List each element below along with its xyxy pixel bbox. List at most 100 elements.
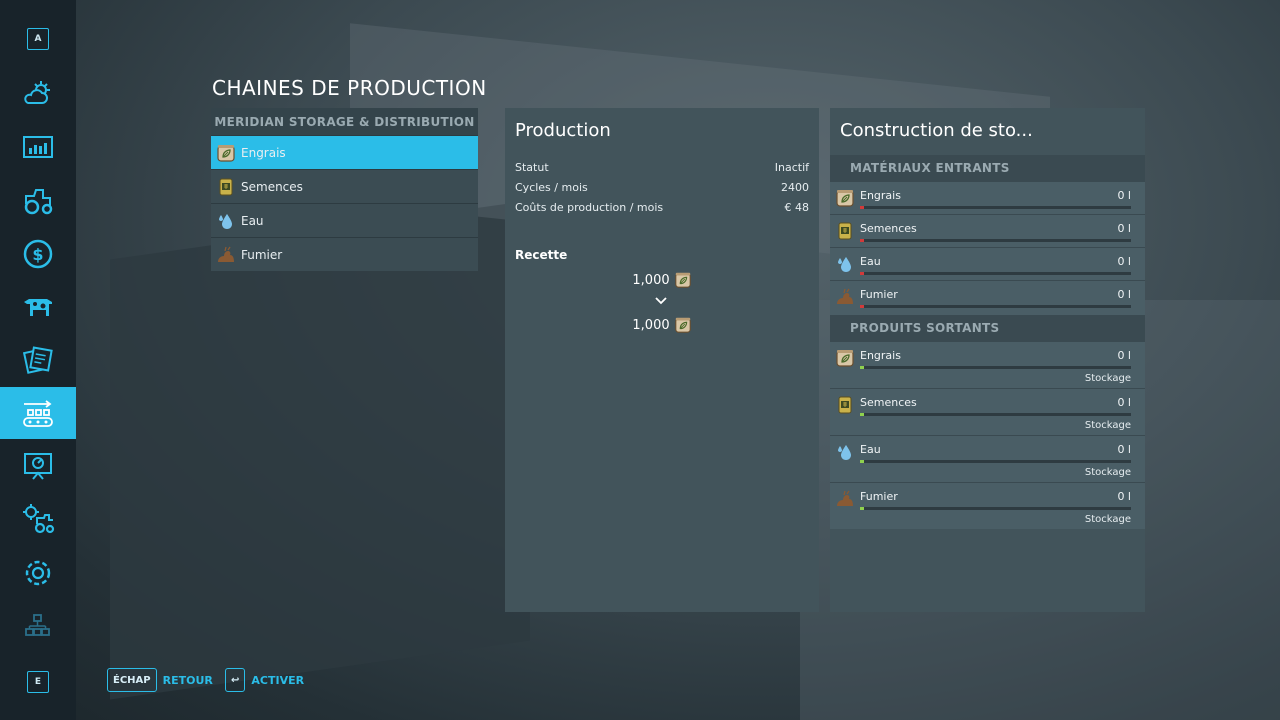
water-icon (835, 442, 855, 462)
recipe-output: 1,000 (505, 316, 819, 334)
activate-key: ↩ (225, 668, 246, 692)
output-row-fumier: Fumier 0 l Stockage (830, 482, 1145, 529)
recipe-label: Recette (515, 248, 568, 262)
fill-bar (860, 239, 1131, 242)
list-item-label: Fumier (241, 247, 283, 262)
chevron-down-icon (655, 297, 667, 305)
manure-icon (835, 489, 855, 509)
water-icon (835, 254, 855, 274)
fill-bar-mark (860, 239, 864, 242)
recipe-output-amount: 1,000 (632, 317, 670, 333)
input-qty: 0 l (1117, 288, 1131, 301)
sidebar-item-vehicles[interactable] (0, 175, 76, 227)
output-qty: 0 l (1117, 349, 1131, 362)
tractor-icon (24, 189, 53, 215)
manure-icon (216, 245, 236, 265)
fill-bar (860, 413, 1131, 416)
manure-icon (835, 287, 855, 307)
status-label: Statut (515, 161, 549, 174)
page-title: CHAINES DE PRODUCTION (212, 76, 487, 100)
storage-title: Construction de sto... (840, 120, 1033, 141)
fill-bar-mark (860, 413, 864, 416)
costs-value: € 48 (784, 201, 810, 214)
money-icon: $ (23, 239, 53, 269)
output-row-eau: Eau 0 l Stockage (830, 435, 1145, 482)
inputs-header: MATÉRIAUX ENTRANTS (830, 155, 1145, 181)
list-item-eau[interactable]: Eau (211, 203, 478, 237)
list-item-engrais[interactable]: Engrais (211, 135, 478, 169)
sidebar: A $ (0, 0, 76, 720)
production-chain-list: MERIDIAN STORAGE & DISTRIBUTION Engrais … (211, 108, 478, 271)
sidebar-item-vehicle-settings[interactable] (0, 493, 76, 545)
seeds-icon (835, 221, 855, 241)
back-button[interactable]: ÉCHAP RETOUR (107, 668, 213, 692)
sidebar-item-finances[interactable]: $ (0, 228, 76, 280)
output-mode[interactable]: Stockage (1084, 373, 1131, 384)
input-row-eau: Eau 0 l (830, 247, 1145, 281)
input-name: Fumier (860, 288, 898, 301)
fill-bar (860, 460, 1131, 463)
output-mode[interactable]: Stockage (1084, 514, 1131, 525)
fertilizer-icon (835, 188, 855, 208)
sidebar-item-network[interactable] (0, 600, 76, 652)
fertilizer-icon (674, 271, 692, 289)
network-icon (25, 614, 50, 636)
activate-label: ACTIVER (251, 673, 305, 687)
input-qty: 0 l (1117, 189, 1131, 202)
sidebar-item-production[interactable] (0, 387, 76, 439)
output-name: Engrais (860, 349, 901, 362)
prev-menu-key[interactable]: A (27, 28, 49, 50)
cycles-label: Cycles / mois (515, 181, 588, 194)
list-item-semences[interactable]: Semences (211, 169, 478, 203)
production-icon (23, 400, 53, 427)
next-menu-key[interactable]: E (27, 671, 49, 693)
fill-bar-mark (860, 305, 864, 308)
cycles-row: Cycles / mois 2400 (515, 181, 809, 194)
input-qty: 0 l (1117, 222, 1131, 235)
fill-bar-mark (860, 460, 864, 463)
cow-icon (24, 299, 52, 316)
back-key: ÉCHAP (107, 668, 157, 692)
svg-text:$: $ (32, 245, 43, 264)
activate-button[interactable]: ↩ ACTIVER (225, 668, 304, 692)
input-row-semences: Semences 0 l (830, 214, 1145, 248)
fill-bar-mark (860, 206, 864, 209)
fill-bar (860, 206, 1131, 209)
sidebar-item-statistics[interactable] (0, 122, 76, 174)
seeds-icon (835, 395, 855, 415)
sidebar-item-settings[interactable] (0, 547, 76, 599)
input-name: Engrais (860, 189, 901, 202)
output-name: Eau (860, 443, 881, 456)
list-header: MERIDIAN STORAGE & DISTRIBUTION (211, 108, 478, 135)
output-mode[interactable]: Stockage (1084, 467, 1131, 478)
fill-bar (860, 507, 1131, 510)
list-item-fumier[interactable]: Fumier (211, 237, 478, 271)
back-label: RETOUR (162, 673, 213, 687)
fertilizer-icon (216, 143, 236, 163)
sidebar-item-tutorial[interactable] (0, 440, 76, 492)
recipe-input: 1,000 (505, 271, 819, 289)
input-row-fumier: Fumier 0 l (830, 280, 1145, 315)
fill-bar-mark (860, 507, 864, 510)
sidebar-item-animals[interactable] (0, 281, 76, 333)
output-qty: 0 l (1117, 443, 1131, 456)
sidebar-item-contracts[interactable] (0, 334, 76, 386)
contracts-icon (22, 346, 53, 374)
sidebar-item-weather[interactable] (0, 68, 76, 120)
input-name: Semences (860, 222, 917, 235)
fill-bar (860, 305, 1131, 308)
tutorial-icon (24, 453, 52, 480)
fill-bar-mark (860, 366, 864, 369)
output-qty: 0 l (1117, 396, 1131, 409)
costs-row: Coûts de production / mois € 48 (515, 201, 809, 214)
list-item-label: Engrais (241, 145, 286, 160)
outputs-header: PRODUITS SORTANTS (830, 315, 1145, 341)
stats-icon (23, 136, 53, 158)
fertilizer-icon (674, 316, 692, 334)
output-mode[interactable]: Stockage (1084, 420, 1131, 431)
production-panel: Production Statut Inactif Cycles / mois … (505, 108, 819, 612)
fertilizer-icon (835, 348, 855, 368)
fill-bar-mark (860, 272, 864, 275)
output-name: Semences (860, 396, 917, 409)
output-row-semences: Semences 0 l Stockage (830, 388, 1145, 435)
